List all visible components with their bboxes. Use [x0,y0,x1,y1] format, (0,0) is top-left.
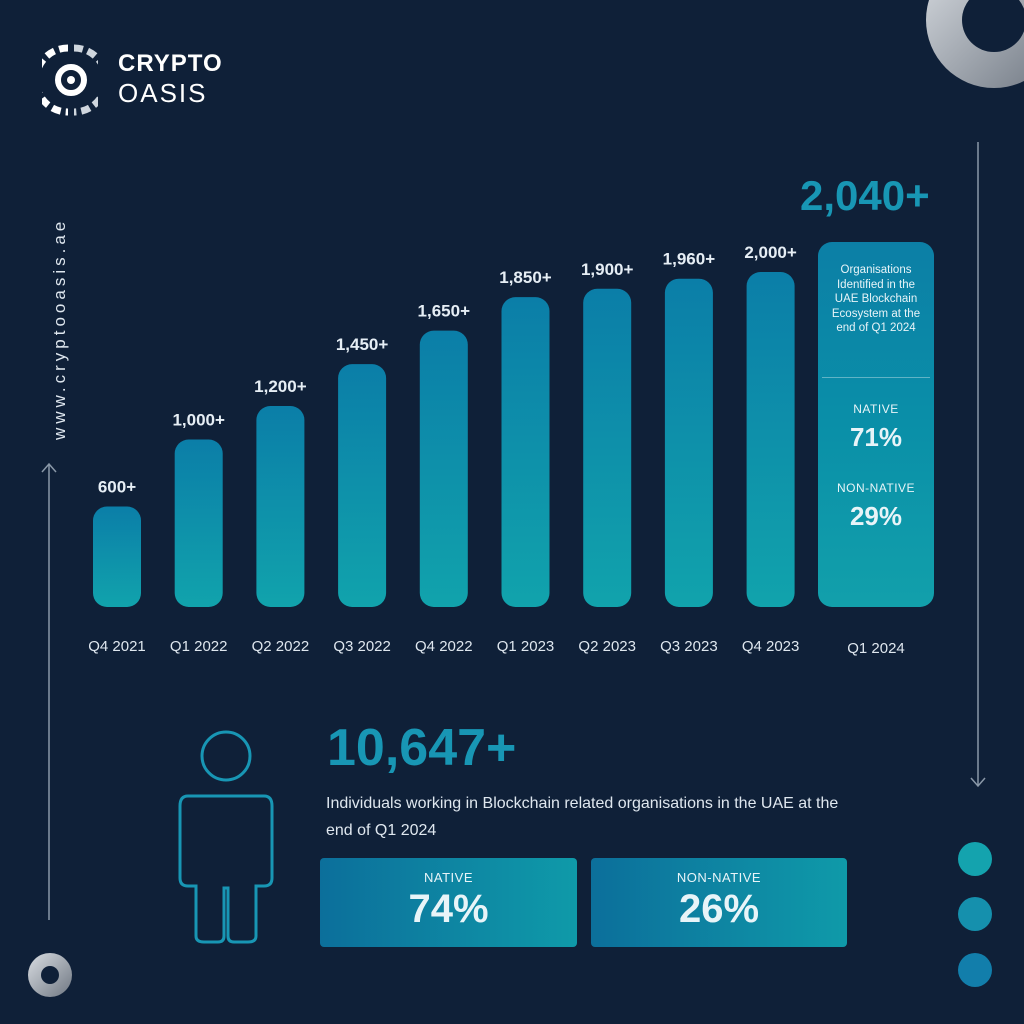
bar [174,439,223,607]
bar-value-label: 600+ [98,478,136,497]
x-tick-label: Q1 2022 [170,638,228,655]
decorative-ring-top [926,0,1024,88]
brand-name: CRYPTO OASIS [118,50,223,108]
people-native-label: NATIVE [424,870,473,885]
x-tick-label: Q3 2023 [660,638,718,655]
brand-name-line1: CRYPTO [118,50,223,77]
organisations-bar-chart: 600+ Q4 2021 1,000+ Q1 2022 1,200+ Q2 2022 1,4… [88,243,905,657]
bar [338,364,387,607]
bar [664,278,713,607]
bar [419,330,468,607]
decorative-dot [958,897,992,931]
info-native-label: NATIVE [853,402,899,416]
people-non-native-box: NON-NATIVE 26% [591,858,847,947]
bar [583,288,632,607]
person-icon [178,730,274,944]
x-tick-label: Q1 2024 [847,640,905,657]
x-tick-label: Q3 2022 [333,638,391,655]
down-arrow-line [970,142,986,788]
people-native-value: 74% [408,887,489,931]
x-tick-label: Q2 2023 [578,638,636,655]
bar-value-label: 1,650+ [418,302,471,321]
decorative-dot [958,842,992,876]
x-tick-label: Q1 2023 [497,638,555,655]
info-divider [822,377,930,378]
info-native-value: 71% [849,422,903,452]
people-native-box: NATIVE 74% [320,858,577,947]
bar-value-label: 1,960+ [663,250,716,269]
bar [256,406,305,607]
info-description: Organisations Identified in the UAE Bloc… [831,264,921,334]
bar-value-label: 1,000+ [172,411,225,430]
x-tick-label: Q4 2022 [415,638,473,655]
bar-value-label: 1,200+ [254,377,307,396]
bar-value-label: 2,000+ [744,243,797,262]
headline-total: 2,040+ [800,172,930,219]
people-count: 10,647+ [327,719,517,777]
people-non-native-value: 26% [678,887,760,931]
info-non-native-value: 29% [849,501,903,531]
bar [93,506,141,607]
bar-value-label: 1,900+ [581,260,634,279]
decorative-ring-bottom [28,953,72,997]
people-description: Individuals working in Blockchain relate… [326,795,839,839]
people-non-native-label: NON-NATIVE [676,870,762,885]
decorative-dot [958,953,992,987]
bar-value-label: 1,450+ [336,335,389,354]
x-tick-label: Q2 2022 [252,638,310,655]
q1-2024-info-box: Organisations Identified in the UAE Bloc… [818,242,934,607]
x-tick-label: Q4 2023 [742,638,800,655]
bar [501,297,550,607]
bar-value-label: 1,850+ [499,268,552,287]
logo-icon [42,44,98,116]
info-non-native-label: NON-NATIVE [836,481,916,495]
up-arrow-line [41,462,57,920]
brand-name-line2: OASIS [118,78,208,108]
bar [746,272,795,607]
x-tick-label: Q4 2021 [88,638,146,655]
